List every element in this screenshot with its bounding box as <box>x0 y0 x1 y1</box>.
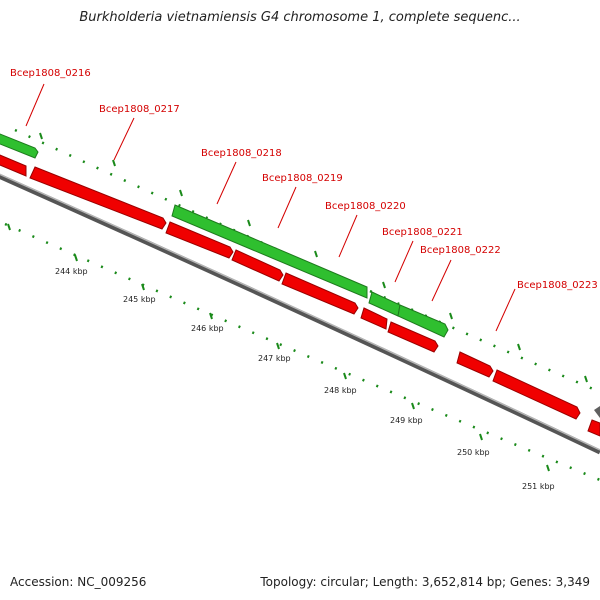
kbp-label: 250 kbp <box>457 448 490 457</box>
chromosome-backbone <box>0 173 600 455</box>
gene-leader-lines <box>25 83 516 332</box>
gene-arrow-reverse[interactable] <box>281 272 359 315</box>
kbp-label: 245 kbp <box>123 295 156 304</box>
gene-arrow-reverse[interactable] <box>165 221 234 259</box>
gene-arrow-reverse[interactable] <box>29 166 167 230</box>
gene-arrow-forward[interactable] <box>0 132 39 159</box>
reverse-genes <box>0 153 600 437</box>
gene-arrow-reverse[interactable] <box>587 419 600 437</box>
chromosome-backbone-highlight <box>0 173 600 451</box>
gene-arrow-reverse[interactable] <box>231 249 284 282</box>
gene-arrow-reverse[interactable] <box>387 321 439 353</box>
upper-major-ticks <box>39 132 588 383</box>
gene-label[interactable]: Bcep1808_0223 <box>517 280 598 291</box>
gene-label[interactable]: Bcep1808_0218 <box>201 148 282 159</box>
gene-label[interactable]: Bcep1808_0217 <box>99 104 180 115</box>
kbp-label: 247 kbp <box>258 354 291 363</box>
gene-arrow-forward[interactable] <box>171 204 368 299</box>
kbp-tick-track <box>4 222 600 482</box>
gene-label[interactable]: Bcep1808_0216 <box>10 68 91 79</box>
kbp-label: 244 kbp <box>55 267 88 276</box>
kbp-label: 246 kbp <box>191 324 224 333</box>
kbp-major-ticks <box>7 223 550 472</box>
genome-summary-text: Topology: circular; Length: 3,652,814 bp… <box>260 575 590 589</box>
kbp-label: 251 kbp <box>522 482 555 491</box>
forward-genes <box>0 132 449 338</box>
gene-label[interactable]: Bcep1808_0220 <box>325 201 406 212</box>
gene-label[interactable]: Bcep1808_0219 <box>262 173 343 184</box>
gene-arrow-reverse[interactable] <box>492 369 581 420</box>
accession-text: Accession: NC_009256 <box>10 575 147 589</box>
kbp-label: 248 kbp <box>324 386 357 395</box>
gene-label[interactable]: Bcep1808_0221 <box>382 227 463 238</box>
gene-label[interactable]: Bcep1808_0222 <box>420 245 501 256</box>
upper-tick-track <box>14 128 600 394</box>
gene-arrow-reverse[interactable] <box>0 153 27 177</box>
gene-arrow-forward[interactable] <box>397 304 449 338</box>
map-title: Burkholderia vietnamiensis G4 chromosome… <box>79 10 521 25</box>
gene-arrow-reverse[interactable] <box>456 351 494 378</box>
gene-arrow-edge[interactable] <box>594 406 600 418</box>
gene-arrow-reverse[interactable] <box>360 307 388 330</box>
kbp-label: 249 kbp <box>390 416 423 425</box>
